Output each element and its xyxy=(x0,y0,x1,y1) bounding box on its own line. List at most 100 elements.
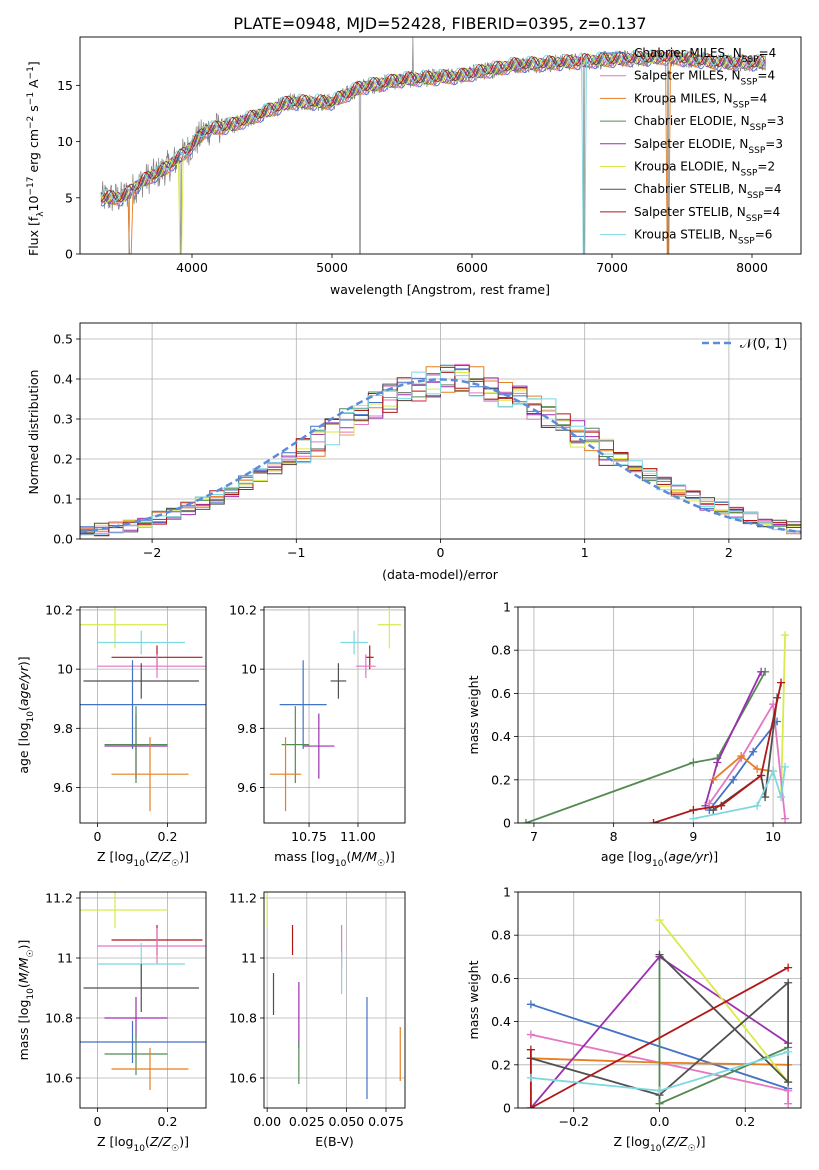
plot-area xyxy=(269,607,402,812)
label-part: =4 xyxy=(759,46,777,60)
label-part: age/yr xyxy=(668,849,709,864)
x-tick-label: 0.2 xyxy=(158,1114,178,1129)
label-part: )] xyxy=(16,656,31,666)
plot-area xyxy=(100,37,767,254)
x-tick-label: 0.0 xyxy=(650,1114,670,1129)
y-tick-label: 0.5 xyxy=(53,332,73,347)
label-part: ( xyxy=(145,849,150,864)
label-part: 10 xyxy=(133,1144,145,1154)
x-axis-label: Z [log10(Z/Z☉)] xyxy=(97,849,189,869)
y-tick-label: 0.8 xyxy=(491,928,511,943)
y-tick-label: 0.2 xyxy=(491,1057,511,1072)
axes-frame xyxy=(79,36,802,255)
y-tick-label: 10.8 xyxy=(229,1011,257,1026)
panel-mass-vs-ebv: 0.00 0.025 0.050 0.075 10.6 10.8 11 11.2 E(B-V) xyxy=(229,891,406,1149)
x-tick-label: −2 xyxy=(143,545,161,560)
series-kroupa-stelib xyxy=(689,762,790,823)
label-part: age/yr xyxy=(16,665,31,706)
label-part: ( xyxy=(663,849,668,864)
data-point xyxy=(709,775,718,784)
data-point xyxy=(655,1086,664,1095)
point-kroupa-elodie xyxy=(80,607,168,649)
x-tick-label: 0.00 xyxy=(253,1114,281,1129)
y-tick-label: 10.6 xyxy=(229,1071,257,1086)
data-point xyxy=(689,758,698,767)
label-part: )] xyxy=(385,849,395,864)
x-tick-label: 0 xyxy=(437,545,445,560)
point-kroupa-stelib xyxy=(340,630,368,655)
y-tick-label: 0.3 xyxy=(53,412,73,427)
legend-entry: Salpeter ELODIE, NSSP=3 xyxy=(634,137,783,156)
label-part: 10 xyxy=(650,1144,662,1154)
label-part: Salpeter ELODIE, N xyxy=(634,137,748,151)
point-salpeter-elodie xyxy=(303,713,335,779)
label-part: 10 xyxy=(26,711,36,723)
label-part: Z [log xyxy=(614,1134,650,1149)
data-point xyxy=(753,801,762,810)
y-tick-label: 10 xyxy=(241,662,257,677)
y-tick-label: 11.2 xyxy=(229,891,257,906)
label-part: 10 xyxy=(133,859,145,869)
data-point xyxy=(655,1099,664,1108)
axes-frame xyxy=(263,606,406,824)
label-part: SSP xyxy=(733,100,750,110)
series-line xyxy=(658,919,789,1083)
series-salpeter-miles xyxy=(526,1030,793,1108)
data-point xyxy=(655,916,664,925)
panel-residual-histogram: −2 −1 0 1 2 0.0 0.1 0.2 0.3 0.4 0.5 (data-model)/er… xyxy=(26,322,802,582)
data-point xyxy=(526,1030,535,1039)
label-part: ☉ xyxy=(688,1144,696,1154)
label-part: =6 xyxy=(755,228,773,242)
data-point xyxy=(784,963,793,972)
y-tick-label: 0 xyxy=(503,816,511,831)
x-axis-label: Z [log10(Z/Z☉)] xyxy=(614,1134,706,1154)
model-spectrum-kroupa-elodie xyxy=(100,50,765,254)
point-kroupa-elodie xyxy=(80,892,168,928)
data-point xyxy=(761,793,770,802)
data-point xyxy=(737,752,746,761)
label-part: ] xyxy=(26,61,41,66)
point-salpeter-elodie xyxy=(104,997,168,1039)
label-part: =4 xyxy=(763,205,781,219)
label-part: Kroupa STELIB, N xyxy=(634,228,738,242)
data-point xyxy=(729,775,738,784)
legend-entry: Chabrier STELIB, NSSP=4 xyxy=(634,182,782,201)
label-part: ( xyxy=(16,706,31,711)
label-part: Flux [f xyxy=(26,216,41,256)
point-salpeter-miles xyxy=(97,928,206,964)
plot-area xyxy=(526,916,793,1108)
histogram-kroupa-stelib xyxy=(80,370,801,539)
x-axis-label: (data-model)/error xyxy=(382,567,499,582)
y-axis-label: mass weight xyxy=(466,960,481,1039)
label-part: erg cm xyxy=(26,129,41,177)
data-point xyxy=(784,1099,793,1108)
series-line xyxy=(708,720,778,811)
y-tick-label: 9.8 xyxy=(53,721,73,736)
point-kroupa-elodie xyxy=(377,607,402,649)
x-tick-label: 0 xyxy=(94,1114,102,1129)
label-part: 10 xyxy=(335,859,347,869)
label-part: Z [log xyxy=(97,1134,133,1149)
label-part: ( xyxy=(145,1134,150,1149)
data-point xyxy=(689,806,698,815)
x-tick-label: −1 xyxy=(287,545,305,560)
x-tick-label: 1 xyxy=(581,545,589,560)
data-point xyxy=(769,767,778,776)
x-tick-label: 7000 xyxy=(596,260,628,275)
x-tick-label: 2 xyxy=(725,545,733,560)
x-tick-label: 0.075 xyxy=(368,1114,404,1129)
y-tick-label: 0.4 xyxy=(491,729,511,744)
y-tick-label: 9.6 xyxy=(53,780,73,795)
series-line xyxy=(653,682,782,823)
data-point xyxy=(781,631,790,640)
y-tick-label: 10.2 xyxy=(229,602,257,617)
data-point xyxy=(757,771,766,780)
x-tick-label: 8000 xyxy=(736,260,768,275)
point-chabrier-stelib xyxy=(83,964,199,1012)
series-line xyxy=(712,754,774,781)
